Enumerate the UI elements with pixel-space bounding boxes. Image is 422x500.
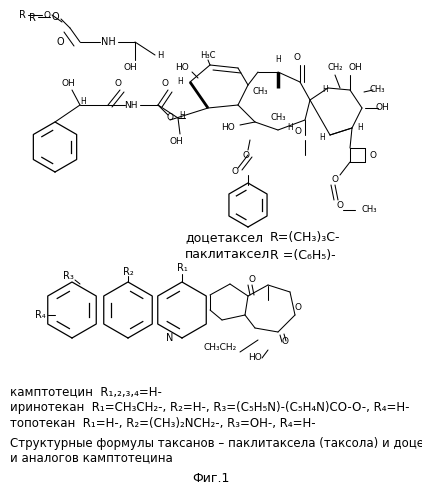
- Text: CH₃CH₂: CH₃CH₂: [203, 344, 237, 352]
- Text: H: H: [322, 86, 328, 94]
- Text: H: H: [275, 56, 281, 64]
- Text: N: N: [166, 333, 174, 343]
- Text: O: O: [167, 114, 173, 122]
- Text: H₃C: H₃C: [200, 50, 216, 59]
- Text: H: H: [357, 124, 363, 132]
- Text: O: O: [232, 168, 238, 176]
- Text: R: R: [29, 13, 35, 23]
- Text: O: O: [295, 128, 301, 136]
- Text: CH₃: CH₃: [362, 206, 378, 214]
- Text: H: H: [319, 134, 325, 142]
- Text: CH₃: CH₃: [370, 86, 386, 94]
- Text: O: O: [295, 304, 301, 312]
- Text: O: O: [332, 176, 338, 184]
- Text: H: H: [177, 78, 183, 86]
- Text: O: O: [114, 80, 122, 88]
- Text: R =(C₆H₅)-: R =(C₆H₅)-: [270, 248, 335, 262]
- Text: Структурные формулы таксанов – паклитаксела (таксола) и доцетаксела (таксотера): Структурные формулы таксанов – паклитакс…: [10, 436, 422, 450]
- Text: O: O: [162, 78, 168, 88]
- Text: NH: NH: [124, 100, 138, 110]
- Text: CH₃: CH₃: [252, 88, 268, 96]
- Text: H: H: [157, 50, 163, 59]
- Text: камптотецин  R₁,₂,₃,₄=H-: камптотецин R₁,₂,₃,₄=H-: [10, 386, 162, 398]
- Text: OH: OH: [169, 136, 183, 145]
- Text: топотекан  R₁=H-, R₂=(CH₃)₂NCH₂-, R₃=OH-, R₄=H-: топотекан R₁=H-, R₂=(CH₃)₂NCH₂-, R₃=OH-,…: [10, 418, 316, 430]
- Text: Фиг.1: Фиг.1: [192, 472, 230, 484]
- Text: иринотекан  R₁=CH₃CH₂-, R₂=H-, R₃=(C₅H₅N)-(C₅H₄N)CO-O-, R₄=H-: иринотекан R₁=CH₃CH₂-, R₂=H-, R₃=(C₅H₅N)…: [10, 402, 409, 414]
- Text: O: O: [249, 276, 255, 284]
- Text: OH: OH: [61, 80, 75, 88]
- Text: H: H: [179, 112, 185, 120]
- Text: R₃: R₃: [62, 271, 73, 281]
- Text: R₄: R₄: [35, 310, 46, 320]
- Text: CH₂: CH₂: [327, 64, 343, 72]
- Text: HO: HO: [175, 64, 189, 72]
- Text: H: H: [287, 124, 293, 132]
- Text: O: O: [336, 200, 344, 209]
- Text: O: O: [243, 150, 249, 160]
- Text: доцетаксел: доцетаксел: [185, 232, 263, 244]
- Text: O: O: [281, 338, 289, 346]
- Text: O: O: [370, 150, 376, 160]
- Text: OH: OH: [348, 64, 362, 72]
- Text: CH₃: CH₃: [270, 114, 286, 122]
- Text: NH: NH: [100, 37, 115, 47]
- Text: R: R: [19, 10, 25, 20]
- Text: OH: OH: [375, 104, 389, 112]
- Text: и аналогов камптотецина: и аналогов камптотецина: [10, 452, 173, 464]
- Text: H: H: [80, 98, 86, 106]
- Text: R₂: R₂: [123, 267, 133, 277]
- Text: HO: HO: [248, 354, 262, 362]
- Text: O: O: [43, 10, 51, 20]
- Text: R₁: R₁: [177, 263, 187, 273]
- Text: O: O: [56, 37, 64, 47]
- Text: HO: HO: [221, 124, 235, 132]
- Text: O: O: [293, 54, 300, 62]
- Text: R=(CH₃)₃C-: R=(CH₃)₃C-: [270, 232, 341, 244]
- Text: паклитаксел: паклитаксел: [185, 248, 270, 262]
- Text: O: O: [51, 12, 59, 22]
- Text: OH: OH: [123, 64, 137, 72]
